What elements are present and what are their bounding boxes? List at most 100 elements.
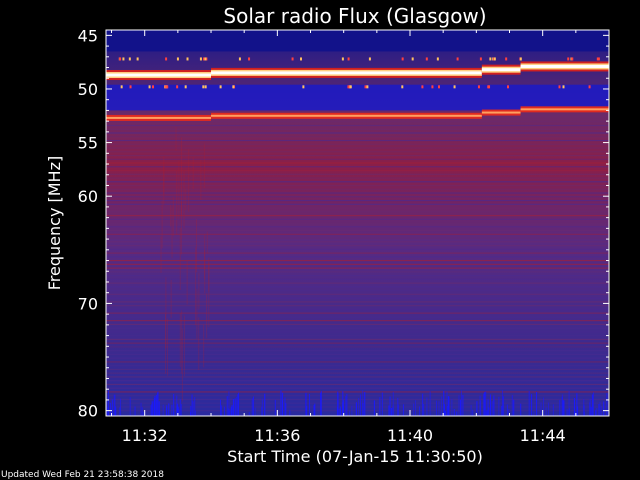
texture-streak <box>198 272 200 310</box>
texture-noise <box>414 400 416 416</box>
texture-stripe <box>106 124 609 127</box>
texture-noise <box>595 410 597 416</box>
texture-noise <box>392 391 394 416</box>
x-tick-label: 11:32 <box>122 426 168 445</box>
texture-streak <box>186 261 188 305</box>
emission-sideband-dot <box>436 57 439 61</box>
emission-sideband-dot <box>122 57 125 61</box>
texture-noise <box>109 402 111 416</box>
texture-noise <box>362 411 364 416</box>
texture-streak <box>196 288 198 340</box>
texture-noise <box>592 392 594 416</box>
texture-noise <box>440 396 442 416</box>
texture-stripe <box>106 256 609 258</box>
texture-noise <box>443 390 445 416</box>
emission-sideband-dot <box>401 85 404 89</box>
texture-noise <box>506 404 508 416</box>
emission-sideband-dot <box>176 57 179 61</box>
texture-noise <box>436 400 438 416</box>
texture-noise <box>119 407 121 416</box>
emission-sideband-dot <box>505 57 508 61</box>
texture-streak <box>208 257 210 328</box>
texture-noise <box>179 399 181 416</box>
emission-sideband-dot <box>411 57 414 61</box>
texture-noise <box>448 396 450 416</box>
texture-noise <box>171 404 173 416</box>
texture-streak <box>165 313 167 374</box>
emission-sideband-dot <box>347 57 350 61</box>
y-axis-label: Frequency [MHz] <box>45 156 64 290</box>
texture-noise <box>345 396 347 416</box>
texture-noise <box>596 408 598 416</box>
texture-noise <box>113 394 115 416</box>
texture-noise <box>251 398 253 416</box>
texture-stripe <box>106 233 609 235</box>
texture-stripe <box>106 365 609 367</box>
texture-stripe <box>106 361 609 363</box>
texture-stripe <box>106 218 609 220</box>
texture-streak <box>178 160 180 221</box>
texture-noise <box>140 402 142 416</box>
texture-stripe <box>106 177 609 179</box>
texture-noise <box>351 405 353 416</box>
x-tick-label: 11:44 <box>520 426 566 445</box>
emission-sideband-dot <box>507 85 510 89</box>
emission-sideband-dot <box>368 57 371 61</box>
texture-streak <box>170 204 172 227</box>
texture-noise <box>491 401 493 416</box>
texture-stripe <box>106 229 609 232</box>
emission-sideband-dot <box>558 85 561 89</box>
texture-noise <box>508 409 510 416</box>
texture-stripe <box>106 346 609 348</box>
texture-noise <box>446 391 448 416</box>
texture-noise <box>285 403 287 416</box>
texture-noise <box>358 398 360 416</box>
texture-stripe <box>106 188 609 190</box>
texture-noise <box>340 408 342 416</box>
emission-sideband-dot <box>341 57 344 61</box>
emission-sideband-dot <box>299 57 302 61</box>
texture-noise <box>237 394 239 416</box>
texture-stripe <box>106 308 609 310</box>
texture-noise <box>540 402 542 416</box>
plot-frame <box>105 29 610 417</box>
texture-noise <box>151 400 153 416</box>
texture-stripe <box>106 192 609 194</box>
texture-stripe <box>106 357 609 359</box>
texture-noise <box>485 411 487 416</box>
texture-noise <box>520 403 522 416</box>
texture-noise <box>228 391 230 416</box>
emission-sideband-dot <box>349 85 352 89</box>
texture-noise <box>305 392 307 416</box>
texture-noise <box>107 406 109 416</box>
texture-noise <box>337 391 339 416</box>
y-axis: 45 50 55 60 70 80 <box>78 26 609 421</box>
texture-noise <box>533 411 535 416</box>
texture-noise <box>158 401 160 416</box>
texture-noise <box>364 392 366 416</box>
emission-line <box>106 116 212 119</box>
emission-sideband-dot <box>166 85 169 89</box>
texture-stripe <box>106 151 609 153</box>
emission-sideband-dot <box>238 57 241 61</box>
texture-noise <box>498 396 500 416</box>
texture-stripe <box>106 184 609 187</box>
texture-stripe <box>106 128 609 130</box>
emission-lines <box>106 57 609 121</box>
emission-sideband-dot <box>477 85 480 89</box>
texture-stripe <box>106 226 609 228</box>
emission-sideband-dot <box>366 85 369 89</box>
texture-noise <box>194 410 196 416</box>
x-axis-label: Start Time (07-Jan-15 11:30:50) <box>227 447 483 466</box>
texture-noise <box>261 398 263 416</box>
texture-stripe <box>106 222 609 224</box>
texture-streak <box>198 317 200 371</box>
texture-streak <box>185 188 187 210</box>
texture-stripe <box>106 154 609 157</box>
texture-noise <box>177 403 179 416</box>
texture-stripe <box>106 143 609 145</box>
emission-sideband-dot <box>519 57 522 61</box>
texture-noise <box>120 398 122 416</box>
texture-noise <box>274 399 276 416</box>
